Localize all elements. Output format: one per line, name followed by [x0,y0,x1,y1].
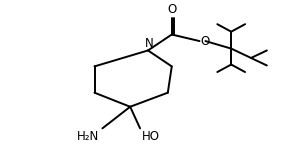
Text: O: O [167,3,176,16]
Text: O: O [201,35,210,48]
Text: N: N [145,37,153,49]
Text: H₂N: H₂N [77,130,99,143]
Text: HO: HO [142,130,160,143]
